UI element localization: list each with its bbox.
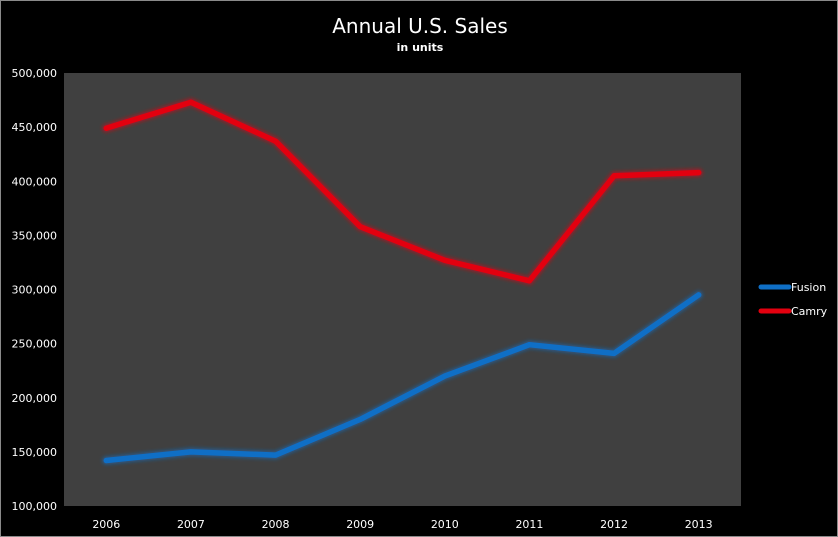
y-tick-label: 400,000 xyxy=(12,175,58,188)
data-point-fusion xyxy=(273,452,279,458)
y-tick-label: 100,000 xyxy=(12,500,58,513)
legend: Fusion Camry xyxy=(758,281,828,318)
y-tick-label: 150,000 xyxy=(12,446,58,459)
series-line-fusion xyxy=(103,292,702,464)
legend-label-camry: Camry xyxy=(791,305,828,318)
legend-label-fusion: Fusion xyxy=(791,281,826,294)
x-tick-label: 2013 xyxy=(685,518,713,531)
data-point-camry xyxy=(103,125,109,131)
y-axis: 100,000 150,000 200,000 250,000 300,000 350,0… xyxy=(12,67,58,513)
data-point-camry xyxy=(188,99,194,105)
x-tick-label: 2009 xyxy=(346,518,374,531)
x-tick-label: 2012 xyxy=(600,518,628,531)
y-tick-label: 250,000 xyxy=(12,338,58,351)
y-tick-label: 300,000 xyxy=(12,284,58,297)
x-tick-label: 2006 xyxy=(92,518,120,531)
data-point-fusion xyxy=(103,458,109,463)
y-tick-label: 450,000 xyxy=(12,121,58,134)
series-line-camry xyxy=(103,99,702,284)
chart-subtitle: in units xyxy=(397,41,444,54)
y-tick-label: 350,000 xyxy=(12,229,58,242)
data-point-camry xyxy=(442,257,448,263)
plot-area xyxy=(64,73,741,506)
data-point-camry xyxy=(273,138,279,144)
data-point-fusion xyxy=(526,342,532,348)
x-tick-label: 2007 xyxy=(177,518,205,531)
x-axis: 2006 2007 2008 2009 2010 2011 2012 2013 xyxy=(92,518,712,531)
data-point-camry xyxy=(611,173,617,179)
data-point-fusion xyxy=(357,416,363,422)
y-tick-label: 200,000 xyxy=(12,392,58,405)
data-point-fusion xyxy=(188,449,194,455)
y-tick-label: 500,000 xyxy=(12,67,58,80)
data-point-fusion xyxy=(696,292,702,298)
data-point-camry xyxy=(696,170,702,176)
x-tick-label: 2011 xyxy=(515,518,543,531)
data-point-camry xyxy=(357,224,363,230)
series-layer xyxy=(101,97,704,465)
chart-title: Annual U.S. Sales xyxy=(332,14,508,38)
data-point-camry xyxy=(526,278,532,284)
x-tick-label: 2010 xyxy=(431,518,459,531)
x-tick-label: 2008 xyxy=(262,518,290,531)
data-point-fusion xyxy=(611,350,617,356)
data-point-fusion xyxy=(442,373,448,379)
